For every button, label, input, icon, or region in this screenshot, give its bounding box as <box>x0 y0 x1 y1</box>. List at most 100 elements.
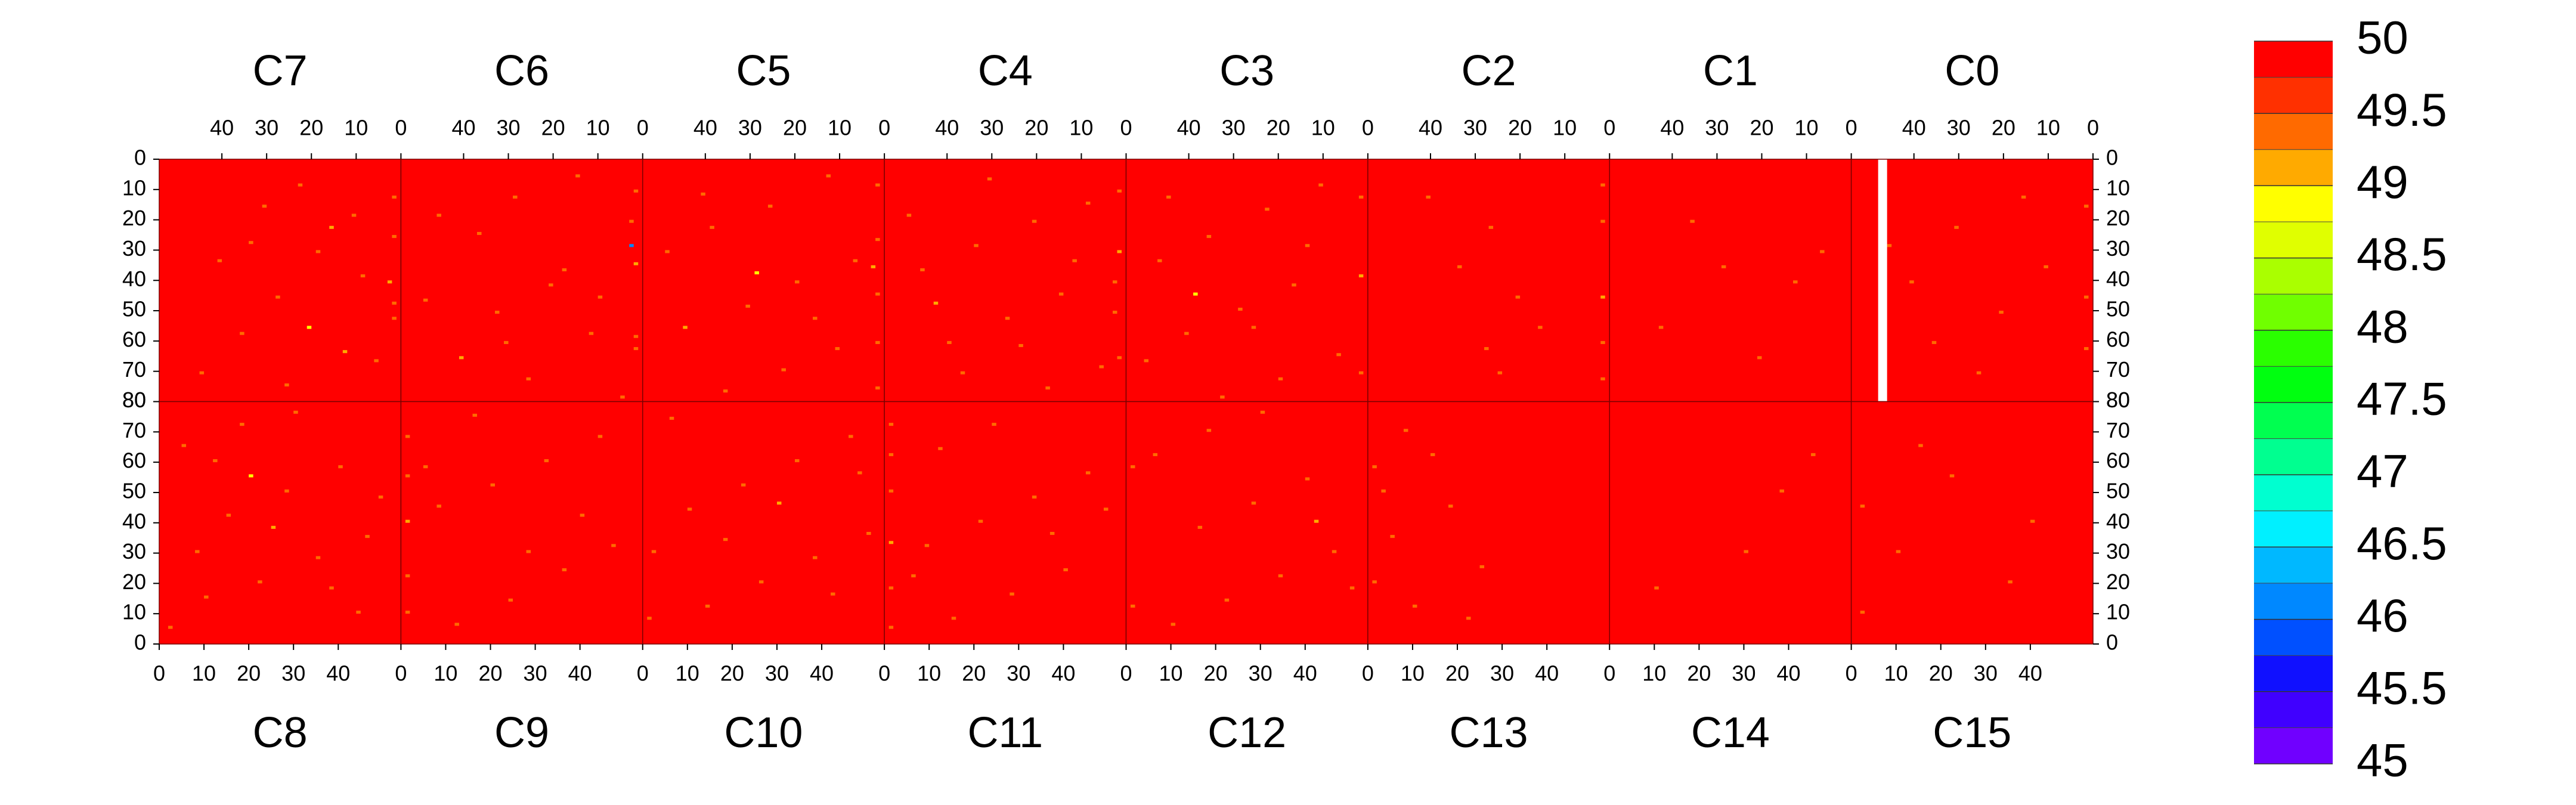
heatmap-cell <box>683 326 688 329</box>
y-tick-label: 40 <box>122 267 146 291</box>
heatmap-cell <box>597 435 603 438</box>
chip-label: C0 <box>1945 47 1999 95</box>
colorbar-band <box>2254 113 2333 150</box>
heatmap-cell <box>888 541 894 544</box>
heatmap-cell <box>875 183 880 187</box>
chip-label: C12 <box>1208 709 1286 757</box>
heatmap-cell <box>1117 356 1122 360</box>
x-tick-label: 0 <box>637 661 649 686</box>
heatmap-cell <box>1336 353 1341 357</box>
y-tick-label: 10 <box>122 175 146 200</box>
heatmap-cell <box>1390 535 1395 538</box>
x-tick-label: 20 <box>962 661 986 686</box>
heatmap-cell <box>392 301 397 305</box>
y-tick-label: 40 <box>2106 267 2130 291</box>
heatmap-cell <box>794 459 800 463</box>
heatmap-cell <box>472 413 477 417</box>
x-tick-label: 0 <box>637 116 649 140</box>
heatmap-cell <box>1744 550 1748 553</box>
heatmap-cell <box>813 556 818 559</box>
heatmap-cell <box>490 483 496 487</box>
heatmap-cell <box>875 292 880 296</box>
heatmap-cell <box>275 295 280 299</box>
x-tick-label: 40 <box>2018 661 2042 686</box>
heatmap-cell <box>195 550 200 553</box>
heatmap-cell <box>723 538 728 541</box>
heatmap-cell <box>2044 265 2048 268</box>
heatmap-cell <box>392 235 397 239</box>
colorbar-tick-label: 47.5 <box>2357 373 2447 425</box>
heatmap-cell <box>504 340 509 344</box>
heatmap-cell <box>611 544 616 547</box>
heatmap-cell <box>405 574 410 578</box>
heatmap-cell <box>633 262 639 265</box>
x-tick-label: 30 <box>1007 661 1030 686</box>
heatmap-cell <box>710 225 714 229</box>
heatmap-cell <box>835 347 840 351</box>
heatmap-cell <box>745 304 750 308</box>
heatmap-cell <box>1457 265 1462 268</box>
colorbar-band <box>2254 510 2333 547</box>
heatmap-cell <box>1860 504 1865 508</box>
heatmap-cell <box>213 459 218 463</box>
heatmap-cell <box>1131 465 1135 469</box>
panel-background <box>1126 401 1368 644</box>
x-tick-label: 30 <box>738 116 762 140</box>
y-tick-label: 10 <box>2106 600 2130 624</box>
heatmap-cell <box>920 268 925 272</box>
heatmap-cell <box>240 423 244 426</box>
y-tick-label: 20 <box>122 569 146 594</box>
heatmap-cell <box>249 241 253 244</box>
heatmap-cell <box>436 213 441 217</box>
x-tick-label: 30 <box>524 661 547 686</box>
heatmap-cell <box>1197 525 1203 529</box>
colorbar-tick-label: 50 <box>2357 11 2408 64</box>
heatmap-cell <box>2030 519 2035 523</box>
x-tick-label: 20 <box>783 116 807 140</box>
heatmap-cell <box>1045 386 1050 390</box>
x-tick-label: 20 <box>1508 116 1532 140</box>
x-tick-label: 0 <box>878 116 890 140</box>
colorbar-band <box>2254 258 2333 295</box>
heatmap-cell <box>351 213 357 217</box>
chip-label: C6 <box>494 47 549 95</box>
heatmap-cell <box>1018 343 1023 348</box>
x-tick-label: 20 <box>237 661 261 686</box>
heatmap-cell <box>849 435 853 438</box>
colorbar-band <box>2254 691 2333 728</box>
x-tick-label: 0 <box>1362 661 1374 686</box>
heatmap-cell <box>284 489 289 493</box>
heatmap-cell <box>1314 519 1319 523</box>
x-tick-label: 30 <box>1705 116 1729 140</box>
colorbar-tick-label: 45 <box>2357 734 2408 787</box>
heatmap-cell <box>758 580 764 584</box>
heatmap-cell <box>1999 311 2004 314</box>
heatmap-cell <box>987 177 992 181</box>
x-tick-label: 0 <box>395 116 407 140</box>
x-tick-label: 10 <box>1553 116 1577 140</box>
heatmap-cell <box>1358 274 1364 278</box>
heatmap-cell <box>888 489 894 493</box>
heatmap-cell <box>794 280 800 284</box>
x-tick-label: 20 <box>1445 661 1469 686</box>
y-tick-label: 10 <box>2106 175 2130 200</box>
heatmap-cell <box>629 244 634 247</box>
heatmap-cell <box>1349 586 1355 590</box>
x-tick-label: 30 <box>1974 661 1998 686</box>
heatmap-cell <box>1372 465 1377 469</box>
x-tick-label: 10 <box>1884 661 1908 686</box>
x-tick-label: 10 <box>2036 116 2060 140</box>
x-tick-label: 0 <box>1846 661 1857 686</box>
heatmap-cell <box>1430 453 1435 456</box>
x-tick-label: 30 <box>1222 116 1246 140</box>
heatmap-cell <box>875 386 880 390</box>
x-tick-label: 20 <box>541 116 565 140</box>
heatmap-cell <box>960 371 965 374</box>
heatmap-cell <box>1358 371 1364 374</box>
chip-label: C5 <box>736 47 791 95</box>
heatmap-cell <box>1372 580 1377 584</box>
chip-label: C11 <box>967 709 1043 757</box>
heatmap-cell <box>436 504 441 508</box>
heatmap-cell <box>1811 453 1816 456</box>
heatmap-cell <box>687 507 692 511</box>
